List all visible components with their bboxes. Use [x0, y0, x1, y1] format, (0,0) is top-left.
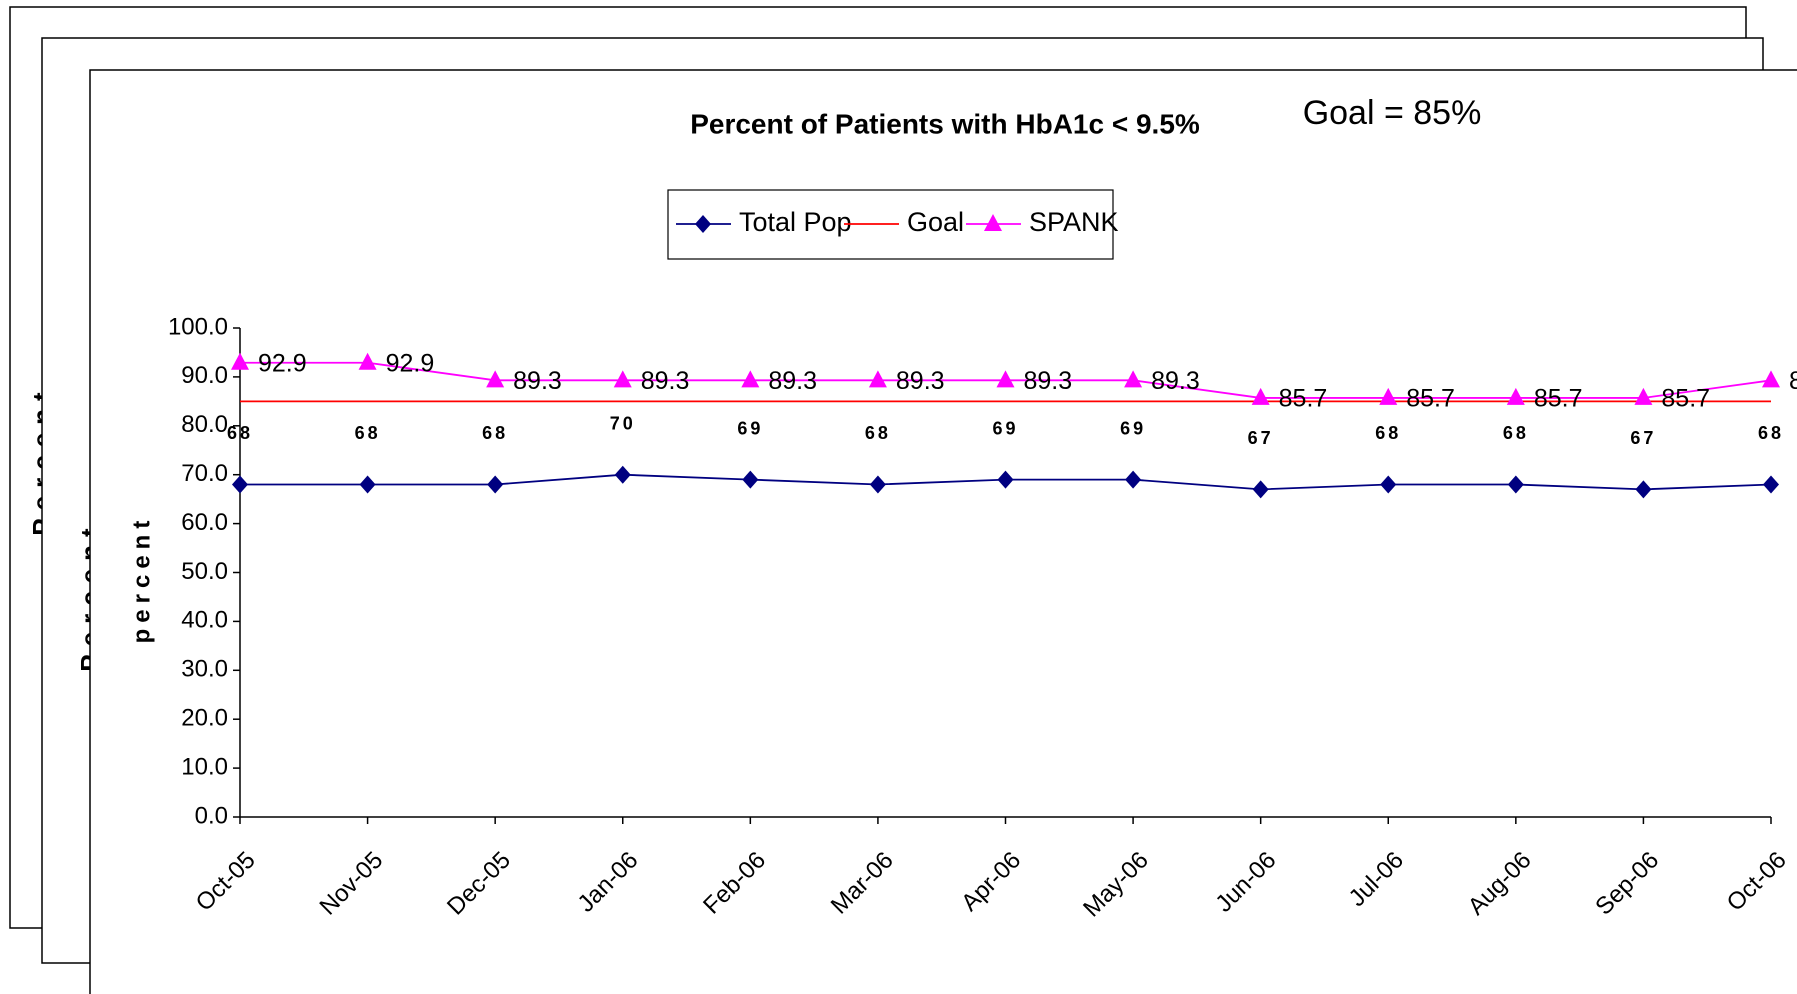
data-label: 89.3 [513, 367, 562, 395]
point [1762, 370, 1780, 388]
data-label: 69 [992, 418, 1018, 438]
data-label: 85.7 [1661, 385, 1710, 413]
data-label: 68 [865, 423, 891, 443]
point [1379, 387, 1398, 405]
data-label: 85.7 [1279, 385, 1328, 413]
data-label: 89.3 [768, 367, 817, 395]
data-label: 68 [1758, 423, 1784, 443]
point [984, 214, 1002, 231]
y-tick-label: 0.0 [195, 802, 228, 829]
y-tick-label: 10.0 [181, 753, 228, 780]
point [1124, 370, 1143, 388]
data-label: 68 [1503, 423, 1529, 443]
point [614, 465, 631, 484]
point [232, 475, 248, 494]
point [1634, 387, 1653, 405]
point [1251, 387, 1270, 405]
point [231, 352, 249, 370]
legend-label: SPANK [1029, 207, 1119, 237]
point [996, 370, 1015, 388]
data-label: 69 [1120, 418, 1146, 438]
data-label: 89.3 [1151, 367, 1200, 395]
point [359, 475, 376, 494]
y-tick-label: 40.0 [181, 607, 228, 634]
legend-label: Total Pop [739, 207, 852, 237]
legend-label: Goal [907, 207, 964, 237]
data-label: 68 [482, 423, 508, 443]
y-tick-label: 70.0 [181, 460, 228, 487]
y-tick-label: 60.0 [181, 509, 228, 536]
y-axis-label: percent [128, 515, 155, 644]
point [486, 370, 505, 388]
data-label: 89.3 [641, 367, 690, 395]
data-label: 67 [1630, 428, 1656, 448]
data-label: 92.9 [386, 349, 435, 377]
y-tick-label: 20.0 [181, 705, 228, 732]
point [868, 370, 887, 388]
data-label: 89.3 [1024, 367, 1073, 395]
y-tick-label: 50.0 [181, 558, 228, 585]
point [358, 352, 377, 370]
data-label: 67 [1248, 428, 1274, 448]
point [1506, 387, 1525, 405]
point [1763, 475, 1779, 494]
point [695, 215, 711, 233]
y-tick-label: 30.0 [181, 656, 228, 683]
point [487, 475, 504, 494]
data-label: 70 [610, 413, 636, 433]
point [1125, 470, 1142, 489]
data-label: 69 [737, 418, 763, 438]
point [1507, 475, 1524, 494]
point [997, 470, 1014, 489]
point [741, 370, 760, 388]
y-tick-label: 100.0 [168, 313, 228, 340]
data-label: 68 [1375, 423, 1401, 443]
data-label: 92.9 [258, 349, 307, 377]
point [613, 370, 632, 388]
point [1380, 475, 1397, 494]
data-label: 85.7 [1406, 385, 1455, 413]
data-label: 89.3 [1789, 367, 1797, 395]
data-label: 89.3 [896, 367, 945, 395]
annotation: Goal = 85% [1303, 94, 1482, 132]
data-label: 68 [227, 423, 253, 443]
y-tick-label: 80.0 [181, 411, 228, 438]
chart-title: Percent of Patients with HbA1c < 9.5% [690, 108, 1200, 139]
data-label: 85.7 [1534, 385, 1583, 413]
point [1635, 480, 1652, 499]
point [1252, 480, 1269, 499]
y-tick-label: 90.0 [181, 362, 228, 389]
data-label: 68 [355, 423, 381, 443]
point [869, 475, 886, 494]
point [742, 470, 759, 489]
